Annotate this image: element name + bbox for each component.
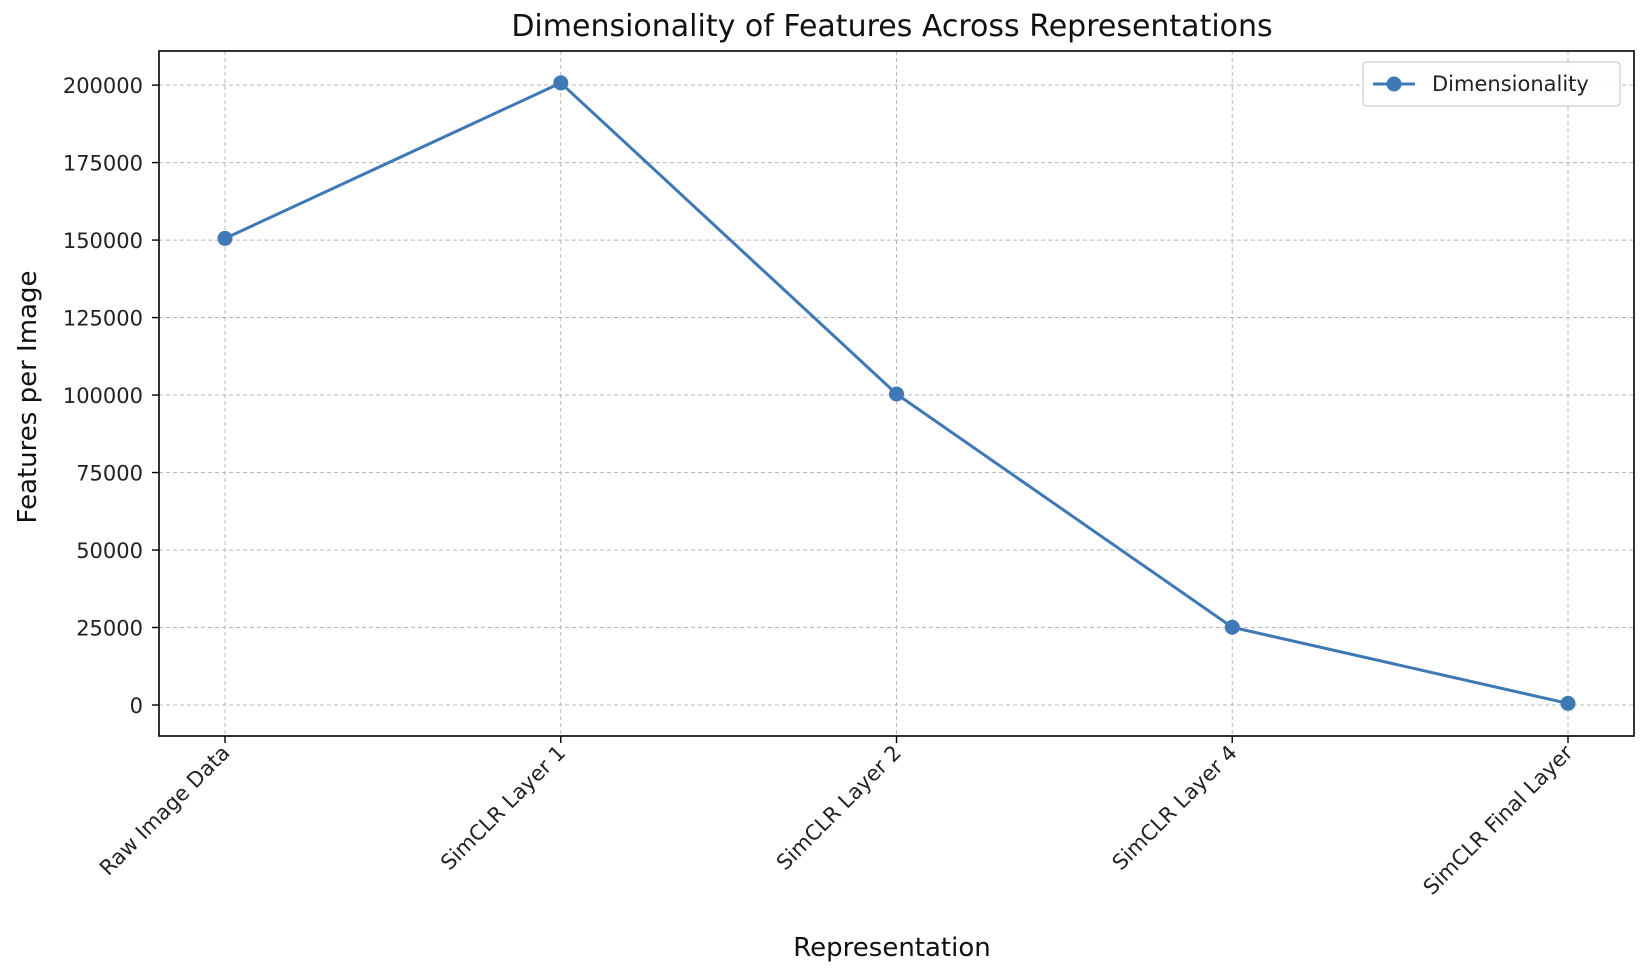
- legend: Dimensionality: [1362, 61, 1621, 107]
- y-tick-label: 200000: [63, 74, 143, 98]
- y-tick-label: 175000: [63, 152, 143, 176]
- y-tick-label: 50000: [76, 539, 143, 563]
- y-tick-label: 0: [130, 694, 143, 718]
- data-point: [1224, 619, 1240, 635]
- data-point: [217, 230, 233, 246]
- y-tick-label: 150000: [63, 229, 143, 253]
- y-tick-label: 100000: [63, 384, 143, 408]
- legend-box: [1362, 61, 1621, 107]
- y-tick-label: 25000: [76, 617, 143, 641]
- legend-series-label: Dimensionality: [1432, 72, 1589, 96]
- chart-title: Dimensionality of Features Across Repres…: [511, 9, 1272, 44]
- series-layer: [217, 75, 1576, 711]
- y-tick-label: 125000: [63, 307, 143, 331]
- data-point: [553, 75, 569, 91]
- y-axis-title: Features per Image: [13, 271, 43, 524]
- y-tick-label: 75000: [76, 462, 143, 486]
- x-axis-title: Representation: [793, 933, 990, 963]
- data-point: [889, 386, 904, 402]
- legend-series-marker: [1386, 76, 1402, 92]
- data-point: [1560, 695, 1576, 711]
